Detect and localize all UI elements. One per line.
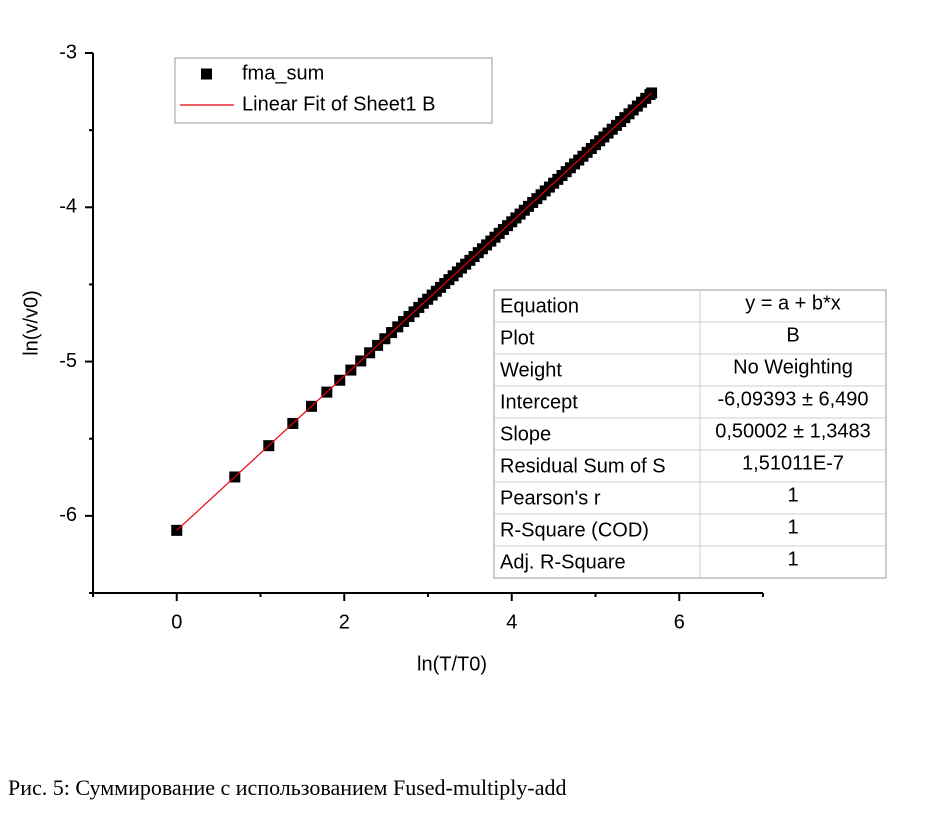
legend-label: Linear Fit of Sheet1 B	[242, 93, 435, 115]
x-tick-label: 6	[674, 611, 685, 633]
caption: Рис. 5: Суммирование с использованием Fu…	[8, 775, 567, 800]
table-box	[493, 289, 887, 579]
table-value: y = a + b*x	[745, 292, 841, 314]
x-tick-label: 0	[171, 611, 182, 633]
table-value: 1	[787, 548, 798, 570]
table-label: Slope	[500, 423, 551, 445]
table-value: 0,50002 ± 1,3483	[715, 420, 871, 442]
legend-marker	[201, 68, 212, 80]
y-tick-label: -6	[59, 504, 77, 526]
y-tick-label: -5	[59, 350, 77, 372]
fit-line	[176, 92, 653, 531]
table-label: Plot	[500, 327, 535, 349]
table-label: Pearson's r	[500, 487, 601, 509]
table-label: Adj. R-Square	[500, 551, 626, 573]
x-tick-label: 4	[506, 611, 517, 633]
x-tick-label: 2	[339, 611, 350, 633]
y-tick-label: -4	[59, 196, 77, 218]
table-label: R-Square (COD)	[500, 519, 649, 541]
table-value: No Weighting	[733, 356, 853, 378]
table-value: 1,51011E-7	[742, 452, 844, 474]
table-value: 1	[787, 516, 798, 538]
y-axis-title: ln(v/v0)	[20, 290, 42, 356]
legend-box	[174, 57, 493, 124]
table-value: 1	[787, 484, 798, 506]
table-value: B	[786, 324, 799, 346]
table-label: Intercept	[500, 391, 578, 413]
y-tick-label: -3	[59, 41, 77, 63]
legend-label: fma_sum	[242, 62, 324, 84]
table-label: Weight	[500, 359, 562, 381]
table-label: Residual Sum of S	[500, 455, 666, 477]
x-axis-title: ln(T/T0)	[417, 653, 487, 675]
table-label: Equation	[500, 295, 579, 317]
table-value: -6,09393 ± 6,490	[717, 388, 868, 410]
